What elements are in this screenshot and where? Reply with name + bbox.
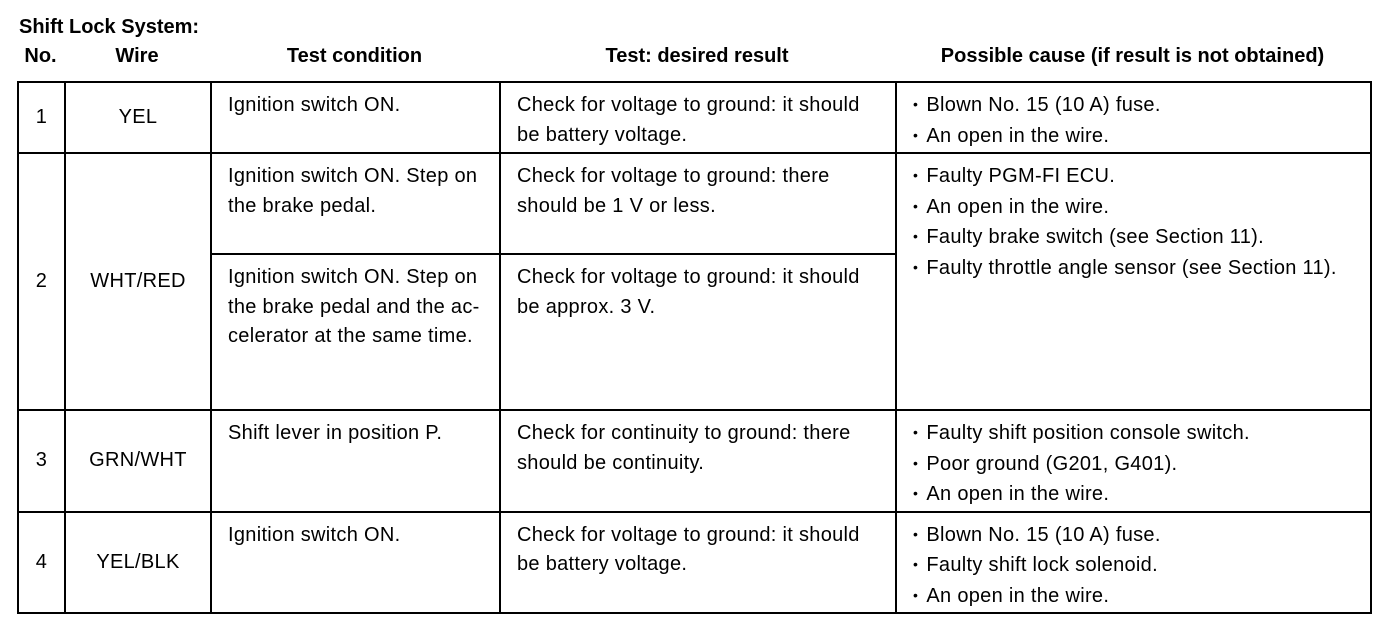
cell-no: 4 <box>17 510 66 614</box>
table-row: 3 GRN/WHT Shift lever in position P. Che… <box>17 409 1372 513</box>
cell-result: Check for voltage to ground: it should b… <box>499 510 897 614</box>
cell-result: Check for voltage to ground: there shoul… <box>499 152 897 255</box>
cause-item: Faulty throttle angle sensor (see Sectio… <box>913 254 1356 285</box>
table-row: Ignition switch ON. Step on the brake pe… <box>18 253 1371 411</box>
cause-item: An open in the wire. <box>913 582 1356 613</box>
cell-causes: Faulty shift position console switch. Po… <box>895 409 1372 513</box>
cell-condition: Ignition switch ON. Step on the brake pe… <box>210 253 501 411</box>
cause-item: Faulty shift lock solenoid. <box>913 551 1356 582</box>
cell-causes: Faulty PGM-FI ECU. An open in the wire. … <box>895 152 1372 411</box>
cause-item: An open in the wire. <box>913 193 1356 224</box>
cause-item: Poor ground (G201, G401). <box>913 450 1356 481</box>
cause-item: Blown No. 15 (10 A) fuse. <box>913 91 1356 122</box>
header-wire: Wire <box>115 45 159 67</box>
cell-no: 2 <box>17 152 66 411</box>
cause-item: An open in the wire. <box>913 480 1356 511</box>
cell-wire: YEL/BLK <box>64 510 212 614</box>
cause-item: Faulty PGM-FI ECU. <box>913 162 1356 193</box>
cell-wire: YEL <box>64 81 212 154</box>
cause-item: Faulty shift position console switch. <box>913 419 1356 450</box>
cell-causes: Blown No. 15 (10 A) fuse. An open in the… <box>895 81 1372 154</box>
cause-item: Blown No. 15 (10 A) fuse. <box>913 521 1356 552</box>
table-row: 4 YEL/BLK Ignition switch ON. Check for … <box>17 510 1372 614</box>
cell-condition: Ignition switch ON. Step on the brake pe… <box>210 152 501 255</box>
section-title: Shift Lock System: <box>19 16 200 38</box>
cell-result: Check for voltage to ground: it should b… <box>499 81 897 154</box>
table-row: 2 WHT/RED Ignition switch ON. Step on th… <box>17 152 1372 411</box>
cause-item: An open in the wire. <box>913 122 1356 153</box>
header-no: No. <box>24 45 57 67</box>
cause-item: Faulty brake switch (see Section 11). <box>913 223 1356 254</box>
cell-condition: Shift lever in position P. <box>210 409 501 513</box>
cell-no: 1 <box>17 81 66 154</box>
cell-condition: Ignition switch ON. <box>210 81 501 154</box>
cell-result: Check for continuity to ground: there sh… <box>499 409 897 513</box>
cell-result: Check for voltage to ground: it should b… <box>499 253 897 411</box>
cell-wire: WHT/RED <box>64 152 212 411</box>
header-result: Test: desired result <box>605 45 789 67</box>
cell-condition: Ignition switch ON. <box>210 510 501 614</box>
table-row: 1 YEL Ignition switch ON. Check for volt… <box>17 81 1372 154</box>
cell-wire: GRN/WHT <box>64 409 212 513</box>
shift-lock-table: 1 YEL Ignition switch ON. Check for volt… <box>17 81 1372 614</box>
header-condition: Test condition <box>286 45 423 67</box>
header-cause: Possible cause (if result is not obtaine… <box>940 45 1325 67</box>
cell-causes: Blown No. 15 (10 A) fuse. Faulty shift l… <box>895 510 1372 614</box>
cell-no: 3 <box>17 409 66 513</box>
